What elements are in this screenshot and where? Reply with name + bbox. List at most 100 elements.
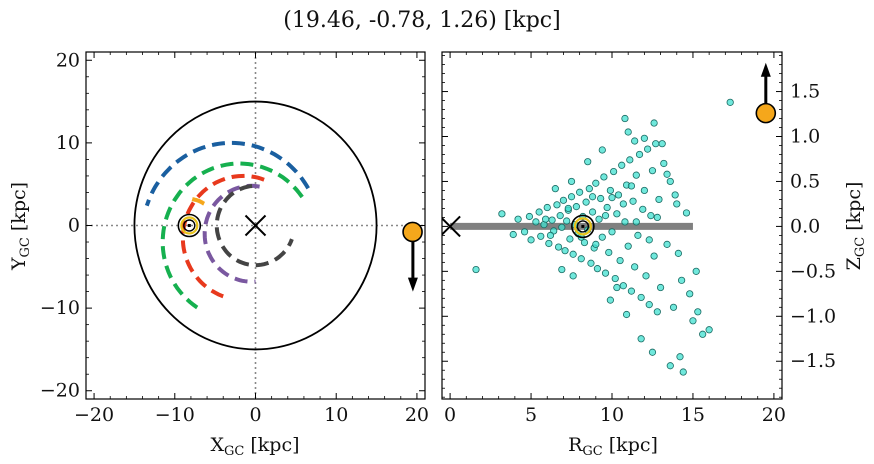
star-point	[640, 186, 648, 195]
right-sun-marker	[571, 214, 595, 239]
spiral-arm-5	[214, 184, 294, 268]
star-point	[663, 170, 671, 178]
star-point	[598, 146, 606, 154]
star-point	[545, 239, 553, 248]
star-point	[676, 353, 684, 361]
star-point	[606, 186, 614, 195]
left-x-axis-label: XGC [kpc]	[210, 434, 299, 459]
star-point	[629, 197, 637, 205]
star-point	[535, 208, 543, 216]
star-point	[605, 248, 613, 257]
right-target-marker	[755, 102, 777, 124]
star-point	[472, 265, 480, 274]
star-point	[559, 196, 568, 204]
star-point	[595, 215, 603, 223]
star-point	[627, 182, 636, 190]
star-point	[588, 193, 597, 201]
star-point	[626, 156, 634, 164]
star-point	[610, 167, 618, 176]
spiral-arm-3	[180, 173, 265, 300]
star-point	[598, 233, 606, 241]
star-point	[656, 283, 665, 292]
star-point	[558, 223, 566, 231]
star-point	[553, 201, 561, 209]
star-point	[587, 259, 595, 267]
star-point	[588, 208, 597, 216]
star-point	[705, 326, 713, 334]
left-xtick-label: −10	[155, 404, 195, 426]
star-point	[621, 114, 629, 123]
star-point	[551, 185, 559, 193]
star-point	[632, 171, 640, 179]
star-point	[619, 282, 627, 290]
star-point	[566, 235, 574, 243]
left-ytick-label: 10	[56, 132, 80, 154]
left-ytick-label: 20	[56, 49, 80, 71]
star-point	[613, 283, 621, 292]
left-y-axis-label: YGC [kpc]	[8, 182, 33, 271]
star-point	[624, 242, 632, 250]
star-point	[532, 218, 540, 226]
star-point	[726, 98, 734, 106]
figure-title: (19.46, -0.78, 1.26) [kpc]	[283, 8, 560, 33]
left-target-marker	[402, 221, 423, 243]
left-ytick-label: 0	[68, 215, 80, 237]
star-point	[548, 216, 556, 224]
star-point	[631, 137, 639, 145]
star-point	[569, 272, 577, 280]
left-ytick-label: −20	[40, 380, 80, 402]
star-point	[585, 185, 593, 193]
star-point	[634, 231, 642, 239]
star-point	[556, 212, 564, 220]
right-xtick-label: 20	[762, 404, 786, 426]
star-point	[655, 195, 663, 204]
star-point	[582, 198, 590, 206]
star-point	[624, 128, 632, 136]
left-xtick-label: −20	[74, 404, 114, 426]
star-point	[658, 140, 666, 148]
right-ytick-label: 0.5	[790, 170, 820, 192]
star-point	[608, 194, 616, 202]
right-galactic-center-marker	[442, 215, 461, 238]
star-point	[627, 287, 636, 295]
star-point	[631, 263, 639, 271]
star-point	[689, 317, 697, 325]
star-point	[671, 191, 679, 199]
star-point	[537, 232, 545, 240]
right-panel: 0 5 10 15 20 −1.5 −1.0 −0.5 0.0 0.5 1.0 1.5 RGC [kp…	[441, 51, 868, 459]
right-xtick-label: 10	[600, 404, 624, 426]
star-point	[673, 200, 681, 208]
star-point	[692, 267, 700, 275]
star-point	[645, 236, 653, 244]
star-point	[682, 209, 691, 217]
star-point	[666, 177, 674, 186]
star-point	[663, 240, 671, 248]
star-point	[637, 293, 645, 302]
left-xtick-label: 10	[324, 404, 348, 426]
star-point	[509, 230, 517, 239]
star-point	[520, 228, 529, 236]
star-point	[653, 308, 661, 316]
star-point	[648, 348, 657, 356]
star-point	[603, 203, 611, 212]
star-point	[669, 303, 678, 311]
star-point	[653, 213, 661, 222]
right-ytick-label: −0.5	[790, 260, 836, 282]
left-plot-area	[86, 52, 425, 399]
star-point	[645, 301, 653, 309]
star-point	[564, 204, 572, 213]
star-point	[576, 188, 584, 196]
star-point	[666, 362, 674, 370]
star-point	[608, 228, 616, 236]
star-point	[694, 308, 702, 316]
star-point	[611, 274, 619, 283]
star-point	[543, 203, 551, 212]
star-point	[601, 212, 610, 220]
star-point	[647, 212, 655, 220]
right-y-axis-label: ZGC [kpc]	[843, 182, 868, 271]
star-point	[600, 173, 608, 181]
spiral-arm-1	[160, 161, 304, 312]
star-point	[618, 161, 626, 169]
star-point	[554, 243, 563, 251]
